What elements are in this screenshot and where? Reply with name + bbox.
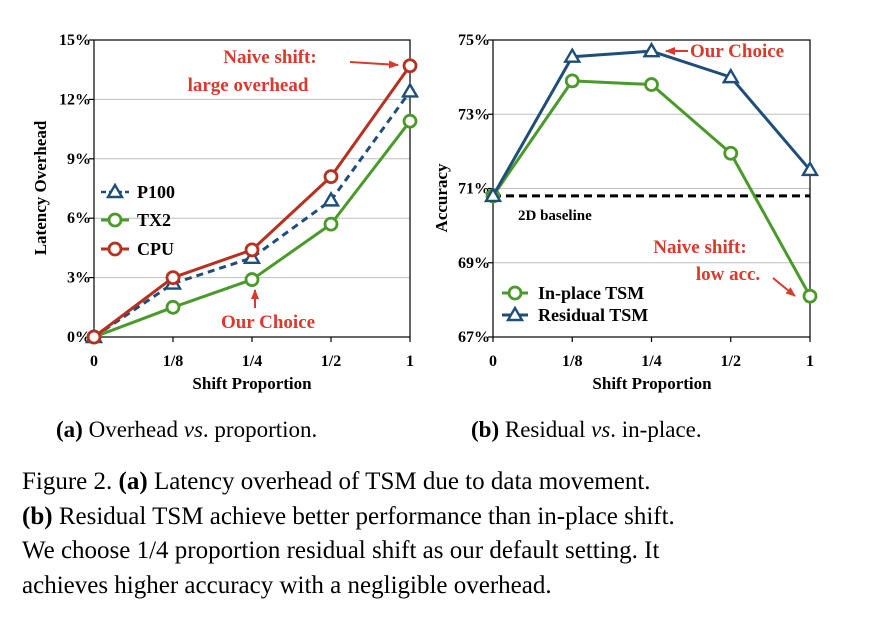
caption-line-2: (b) Residual TSM achieve better performa…	[22, 500, 857, 535]
chart-a-x-tick-label: 1/8	[163, 353, 183, 370]
legend-tx2-circle-icon	[107, 212, 123, 228]
chart-b-y-ticks: 67% 69% 71% 73% 75%	[458, 32, 493, 346]
chart-b-series	[483, 41, 820, 304]
legend-residual-triangle-icon	[505, 305, 525, 322]
chart-a-x-tick-label: 1	[406, 353, 414, 370]
legend-tx2-label: TX2	[137, 210, 171, 230]
caption-line-1: Figure 2. (a) Latency overhead of TSM du…	[22, 465, 857, 500]
chart-b-x-tick-label: 0	[489, 353, 497, 370]
legend-inplace-circle-icon	[507, 285, 523, 301]
chart-a-y-tick-label: 15%	[59, 32, 91, 49]
subcaption-b-text-post: . in-place.	[610, 417, 702, 442]
data-point-cpu	[323, 169, 339, 185]
chart-b-x-ticks: 0 1/8 1/4 1/2 1	[489, 337, 814, 370]
data-point-cpu	[402, 58, 418, 74]
chart-a-y-tick-label: 9%	[67, 151, 91, 168]
subcaption-a-text-em: vs	[183, 417, 203, 442]
chart-a-x-tick-label: 0	[90, 353, 98, 370]
caption-line1-text: Latency overhead of TSM due to data move…	[147, 468, 651, 495]
data-point-in-place-tsm	[644, 77, 659, 92]
chart-a-choice-annotation: Our Choice	[221, 312, 315, 333]
chart-a-y-ticks: 0% 3% 6% 9% 12% 15%	[59, 32, 94, 346]
subcaption-a-text-pre: Overhead	[82, 417, 184, 442]
subcaption-b: (b) Residual vs. in-place.	[471, 417, 702, 443]
chart-b-x-tick-label: 1/2	[721, 353, 741, 370]
subcaption-b-tag: (b)	[471, 417, 500, 442]
legend-p100-triangle-icon	[105, 182, 125, 199]
legend-residual-label: Residual TSM	[538, 305, 648, 325]
caption-line1-bold: (a)	[118, 468, 148, 495]
legend-inplace-label: In-place TSM	[538, 283, 644, 303]
data-point-cpu	[86, 329, 102, 345]
chart-b-choice-annotation: Our Choice	[690, 41, 784, 62]
caption-line2-text: Residual TSM achieve better performance …	[52, 502, 675, 530]
subcaption-a-text-post: . proportion.	[202, 417, 318, 442]
chart-a-naive-annotation-line2: large overhead	[188, 75, 309, 96]
chart-a-y-axis-label: Latency Overhead	[31, 120, 50, 255]
chart-b-x-tick-label: 1	[806, 353, 814, 370]
data-point-residual-tsm	[483, 186, 503, 203]
chart-b-baseline-label: 2D baseline	[518, 208, 592, 224]
chart-a-y-tick-label: 0%	[67, 329, 91, 346]
chart-a-x-tick-label: 1/4	[242, 353, 262, 370]
chart-a-x-axis-label: Shift Proportion	[192, 374, 312, 393]
data-point-tx2	[323, 216, 339, 232]
chart-b-x-axis-label: Shift Proportion	[592, 374, 712, 393]
subcaption-a-tag: (a)	[56, 417, 83, 442]
data-point-residual-tsm	[642, 41, 661, 58]
chart-b: 67%69%71%73%75% 0 1/8 1/4 1/2 1 2D baseline …	[432, 32, 820, 393]
data-point-tx2	[244, 272, 260, 287]
legend-cpu-circle-icon	[107, 241, 123, 257]
chart-a-y-tick-label: 6%	[67, 210, 91, 227]
data-point-tx2	[402, 113, 418, 129]
data-point-in-place-tsm	[802, 288, 818, 304]
chart-a-y-tick-label: 3%	[67, 270, 91, 287]
chart-b-x-tick-label: 1/8	[562, 353, 582, 370]
series-line-residual-tsm	[491, 49, 812, 197]
chart-a-legend: P100 TX2 CPU	[101, 182, 175, 259]
data-point-residual-tsm	[721, 67, 740, 84]
legend-cpu-label: CPU	[137, 239, 174, 259]
chart-b-y-tick-label: 73%	[458, 106, 490, 123]
data-point-in-place-tsm	[564, 73, 580, 89]
subcaption-b-text-em: vs	[591, 417, 611, 442]
data-point-in-place-tsm	[723, 145, 739, 161]
chart-b-y-axis-label: Accuracy	[432, 163, 451, 232]
chart-b-naive-annotation-line1: Naive shift:	[653, 237, 746, 258]
chart-a-series	[84, 58, 420, 345]
caption-line1-prefix: Figure 2.	[22, 468, 119, 495]
chart-a-x-tick-label: 1/2	[321, 353, 341, 370]
subcaption-a: (a) Overhead vs. proportion.	[56, 417, 317, 443]
caption-line-4: achieves higher accuracy with a negligib…	[22, 571, 552, 599]
legend-p100-label: P100	[137, 182, 175, 202]
chart-b-x-tick-label: 1/4	[641, 353, 661, 370]
data-point-residual-tsm	[563, 47, 582, 63]
chart-a-y-tick-label: 12%	[59, 91, 91, 108]
data-point-residual-tsm	[800, 160, 820, 177]
chart-a-naive-annotation-line1: Naive shift:	[223, 47, 316, 68]
chart-b-y-tick-label: 69%	[458, 255, 490, 272]
data-point-p100	[321, 190, 341, 207]
series-line-p100	[93, 90, 412, 339]
subcaption-b-text-pre: Residual	[499, 417, 592, 442]
data-point-tx2	[165, 299, 181, 315]
chart-b-y-tick-label: 75%	[458, 32, 490, 49]
chart-b-y-tick-label: 71%	[458, 181, 490, 198]
data-point-cpu	[165, 270, 181, 286]
figure-caption: Figure 2. (a) Latency overhead of TSM du…	[22, 465, 857, 603]
caption-line2-bold: (b)	[22, 502, 53, 530]
chart-a: 0% 3% 6% 9% 12% 15% 0 1/8 1/4 1/2 1 Shift Proport…	[31, 32, 420, 393]
data-point-p100	[400, 82, 420, 98]
data-point-cpu	[244, 242, 260, 258]
chart-b-naive-annotation-line2: low acc.	[696, 264, 760, 285]
chart-b-legend: In-place TSM Residual TSM	[502, 283, 648, 325]
chart-a-naive-arrow	[349, 60, 399, 69]
caption-line-3: We choose 1/4 proportion residual shift …	[22, 537, 660, 564]
chart-a-x-ticks: 0 1/8 1/4 1/2 1	[90, 337, 414, 370]
chart-b-naive-arrow	[772, 277, 796, 297]
chart-b-y-tick-label: 67%	[458, 329, 490, 346]
